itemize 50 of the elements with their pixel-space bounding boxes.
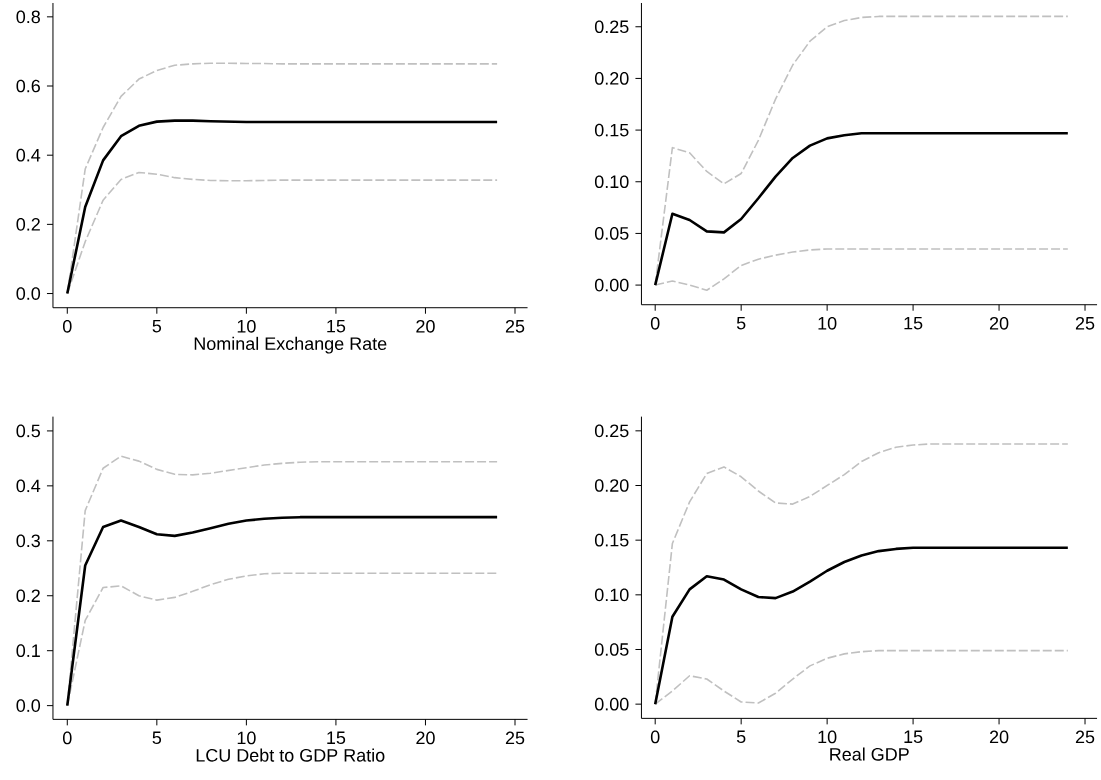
x-tick-label: 20 <box>989 316 1009 330</box>
x-tick-label: 15 <box>904 316 923 330</box>
x-tick-label: 10 <box>818 730 837 744</box>
x-axis-title: Real GDP <box>830 747 909 761</box>
x-tick-label: 15 <box>327 731 346 744</box>
x-tick-label: 25 <box>505 319 525 333</box>
x-tick-label: 25 <box>1075 730 1095 744</box>
x-tick-label: 5 <box>152 319 162 333</box>
y-tick-label: 0.0 <box>16 287 41 300</box>
y-tick-label: 0.2 <box>16 217 40 231</box>
x-tick-label: 0 <box>62 319 72 333</box>
x-tick-label: 15 <box>327 319 346 333</box>
x-tick-label: 20 <box>989 730 1009 744</box>
y-tick-label: 0.4 <box>16 479 41 493</box>
y-tick-label: 0.3 <box>16 534 40 548</box>
y-tick-label: 0.2 <box>16 589 40 602</box>
x-tick-label: 20 <box>416 731 435 745</box>
x-tick-label: 5 <box>736 730 746 743</box>
x-tick-label: 10 <box>818 316 837 330</box>
y-tick-label: 0.10 <box>594 175 629 188</box>
y-tick-label: 0.15 <box>594 123 629 137</box>
x-tick-label: 20 <box>416 319 435 333</box>
y-tick-label: 0.4 <box>16 148 41 162</box>
y-tick-label: 0.00 <box>594 278 629 292</box>
y-tick-label: 0.25 <box>594 20 629 33</box>
x-tick-label: 10 <box>237 319 256 333</box>
x-tick-label: 0 <box>62 731 72 745</box>
y-tick-label: 0.10 <box>594 588 629 602</box>
x-tick-label: 25 <box>1075 316 1095 330</box>
y-tick-label: 0.20 <box>594 71 629 85</box>
x-axis-title: Nominal Exchange Rate <box>194 336 387 354</box>
x-tick-label: 5 <box>152 731 162 744</box>
x-tick-label: 25 <box>505 731 525 745</box>
y-tick-label: 0.20 <box>594 478 629 492</box>
x-tick-label: 0 <box>650 730 660 744</box>
y-tick-label: 0.00 <box>594 697 629 711</box>
y-tick-label: 0.6 <box>16 79 40 93</box>
y-tick-label: 0.8 <box>16 10 40 24</box>
y-tick-label: 0.05 <box>594 642 629 656</box>
y-tick-label: 0.05 <box>594 226 629 240</box>
x-tick-label: 10 <box>237 731 256 745</box>
y-tick-label: 0.0 <box>16 699 41 712</box>
x-tick-label: 5 <box>736 316 746 330</box>
x-tick-label: 15 <box>904 730 923 743</box>
y-tick-label: 0.25 <box>594 424 629 438</box>
y-tick-label: 0.15 <box>594 533 629 547</box>
x-tick-label: 0 <box>650 316 660 330</box>
y-tick-label: 0.5 <box>16 424 41 438</box>
y-tick-label: 0.1 <box>16 644 40 657</box>
x-axis-title: LCU Debt to GDP Ratio <box>196 748 385 762</box>
